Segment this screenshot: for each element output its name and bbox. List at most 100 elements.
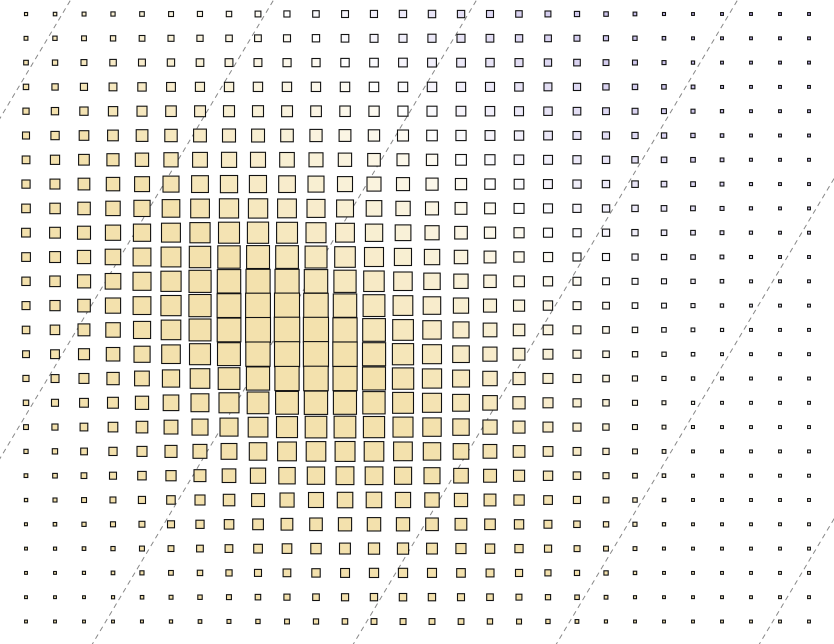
grid-cell-marker bbox=[807, 84, 811, 89]
grid-cell-marker bbox=[453, 249, 469, 265]
grid-cell-marker bbox=[572, 155, 582, 165]
grid-cell-marker bbox=[138, 545, 145, 552]
grid-cell-marker bbox=[778, 595, 782, 600]
grid-cell-marker bbox=[542, 421, 554, 433]
grid-cell-marker bbox=[49, 178, 61, 190]
grid-cell-marker bbox=[482, 443, 498, 459]
grid-cell-marker bbox=[602, 472, 610, 480]
grid-cell-marker bbox=[453, 273, 469, 289]
grid-cell-marker bbox=[749, 60, 753, 65]
grid-cell-marker bbox=[137, 82, 147, 92]
grid-cell-marker bbox=[160, 319, 182, 341]
grid-cell-marker bbox=[453, 467, 469, 484]
grid-cell-marker bbox=[166, 58, 176, 67]
grid-cell-marker bbox=[455, 81, 467, 93]
grid-cell-marker bbox=[513, 227, 525, 239]
grid-cell-marker bbox=[132, 247, 152, 267]
grid-cell-marker bbox=[778, 376, 782, 381]
grid-cell-marker bbox=[23, 59, 29, 66]
grid-cell-marker bbox=[660, 229, 668, 237]
grid-cell-marker bbox=[543, 82, 553, 92]
grid-cell-marker bbox=[690, 156, 696, 163]
grid-cell-marker bbox=[78, 372, 90, 384]
grid-cell-marker bbox=[394, 224, 412, 242]
grid-cell-marker bbox=[274, 268, 300, 294]
grid-cell-marker bbox=[423, 467, 441, 485]
grid-cell-marker bbox=[134, 152, 150, 167]
grid-cell-marker bbox=[160, 270, 182, 292]
grid-cell-marker bbox=[748, 254, 754, 260]
grid-cell-marker bbox=[361, 366, 387, 391]
grid-cell-marker bbox=[309, 517, 323, 532]
grid-cell-marker bbox=[720, 546, 724, 551]
grid-cell-marker bbox=[631, 204, 639, 213]
grid-cell-marker bbox=[425, 177, 439, 191]
grid-cell-marker bbox=[340, 593, 350, 602]
grid-cell-marker bbox=[396, 129, 410, 142]
grid-cell-marker bbox=[631, 351, 639, 358]
grid-cell-marker bbox=[363, 441, 385, 462]
grid-cell-marker bbox=[194, 81, 206, 92]
grid-cell-marker bbox=[427, 57, 437, 68]
grid-cell-marker bbox=[631, 107, 639, 115]
grid-cell-marker bbox=[305, 222, 327, 244]
grid-cell-marker bbox=[249, 467, 267, 484]
grid-cell-marker bbox=[392, 319, 414, 341]
grid-cell-marker bbox=[306, 198, 326, 218]
grid-cell-marker bbox=[484, 202, 496, 215]
grid-cell-marker bbox=[543, 130, 553, 141]
grid-cell-marker bbox=[516, 618, 523, 625]
grid-cell-marker bbox=[423, 248, 441, 266]
grid-cell-marker bbox=[572, 422, 582, 432]
grid-cell-marker bbox=[391, 343, 415, 366]
grid-cell-marker bbox=[307, 491, 325, 509]
grid-cell-marker bbox=[363, 270, 385, 293]
grid-cell-marker bbox=[80, 447, 88, 456]
grid-cell-marker bbox=[139, 594, 145, 600]
grid-cell-marker bbox=[334, 246, 356, 268]
grid-cell-marker bbox=[161, 199, 181, 218]
grid-cell-marker bbox=[52, 546, 58, 551]
grid-cell-marker bbox=[543, 544, 553, 553]
grid-cell-marker bbox=[393, 247, 413, 267]
grid-cell-marker bbox=[167, 34, 175, 42]
grid-cell-marker bbox=[719, 303, 725, 308]
grid-cell-marker bbox=[421, 392, 443, 413]
grid-cell-marker bbox=[807, 36, 811, 41]
grid-cell-marker bbox=[253, 568, 263, 577]
grid-cell-marker bbox=[135, 420, 149, 434]
grid-cell-marker bbox=[399, 618, 407, 626]
grid-cell-marker bbox=[398, 592, 408, 602]
grid-cell-marker bbox=[332, 317, 358, 343]
grid-cell-marker bbox=[454, 517, 468, 531]
grid-cell-marker bbox=[312, 593, 320, 602]
grid-cell-marker bbox=[362, 318, 386, 342]
grid-cell-marker bbox=[338, 542, 351, 555]
grid-cell-marker bbox=[720, 36, 724, 41]
grid-cell-marker bbox=[660, 156, 668, 164]
grid-cell-marker bbox=[778, 60, 782, 65]
grid-cell-marker bbox=[690, 254, 696, 260]
grid-cell-marker bbox=[661, 11, 667, 17]
grid-cell-marker bbox=[339, 105, 351, 118]
grid-cell-marker bbox=[513, 275, 525, 288]
grid-cell-marker bbox=[632, 472, 638, 479]
grid-cell-marker bbox=[573, 58, 581, 67]
grid-cell-marker bbox=[572, 349, 582, 359]
grid-cell-marker bbox=[542, 276, 554, 287]
grid-cell-marker bbox=[542, 251, 554, 263]
grid-cell-marker bbox=[515, 10, 523, 18]
grid-cell-marker bbox=[23, 448, 29, 455]
grid-cell-marker bbox=[395, 517, 411, 532]
grid-cell-marker bbox=[282, 568, 292, 578]
contour-line bbox=[0, 0, 72, 120]
grid-cell-marker bbox=[807, 109, 811, 114]
grid-cell-marker bbox=[720, 400, 724, 405]
grid-cell-marker bbox=[778, 84, 782, 89]
grid-cell-marker bbox=[422, 296, 442, 315]
grid-cell-marker bbox=[76, 274, 92, 289]
grid-cell-marker bbox=[720, 376, 724, 381]
grid-cell-marker bbox=[778, 157, 782, 162]
grid-cell-marker bbox=[542, 179, 553, 190]
grid-cell-marker bbox=[226, 618, 232, 624]
